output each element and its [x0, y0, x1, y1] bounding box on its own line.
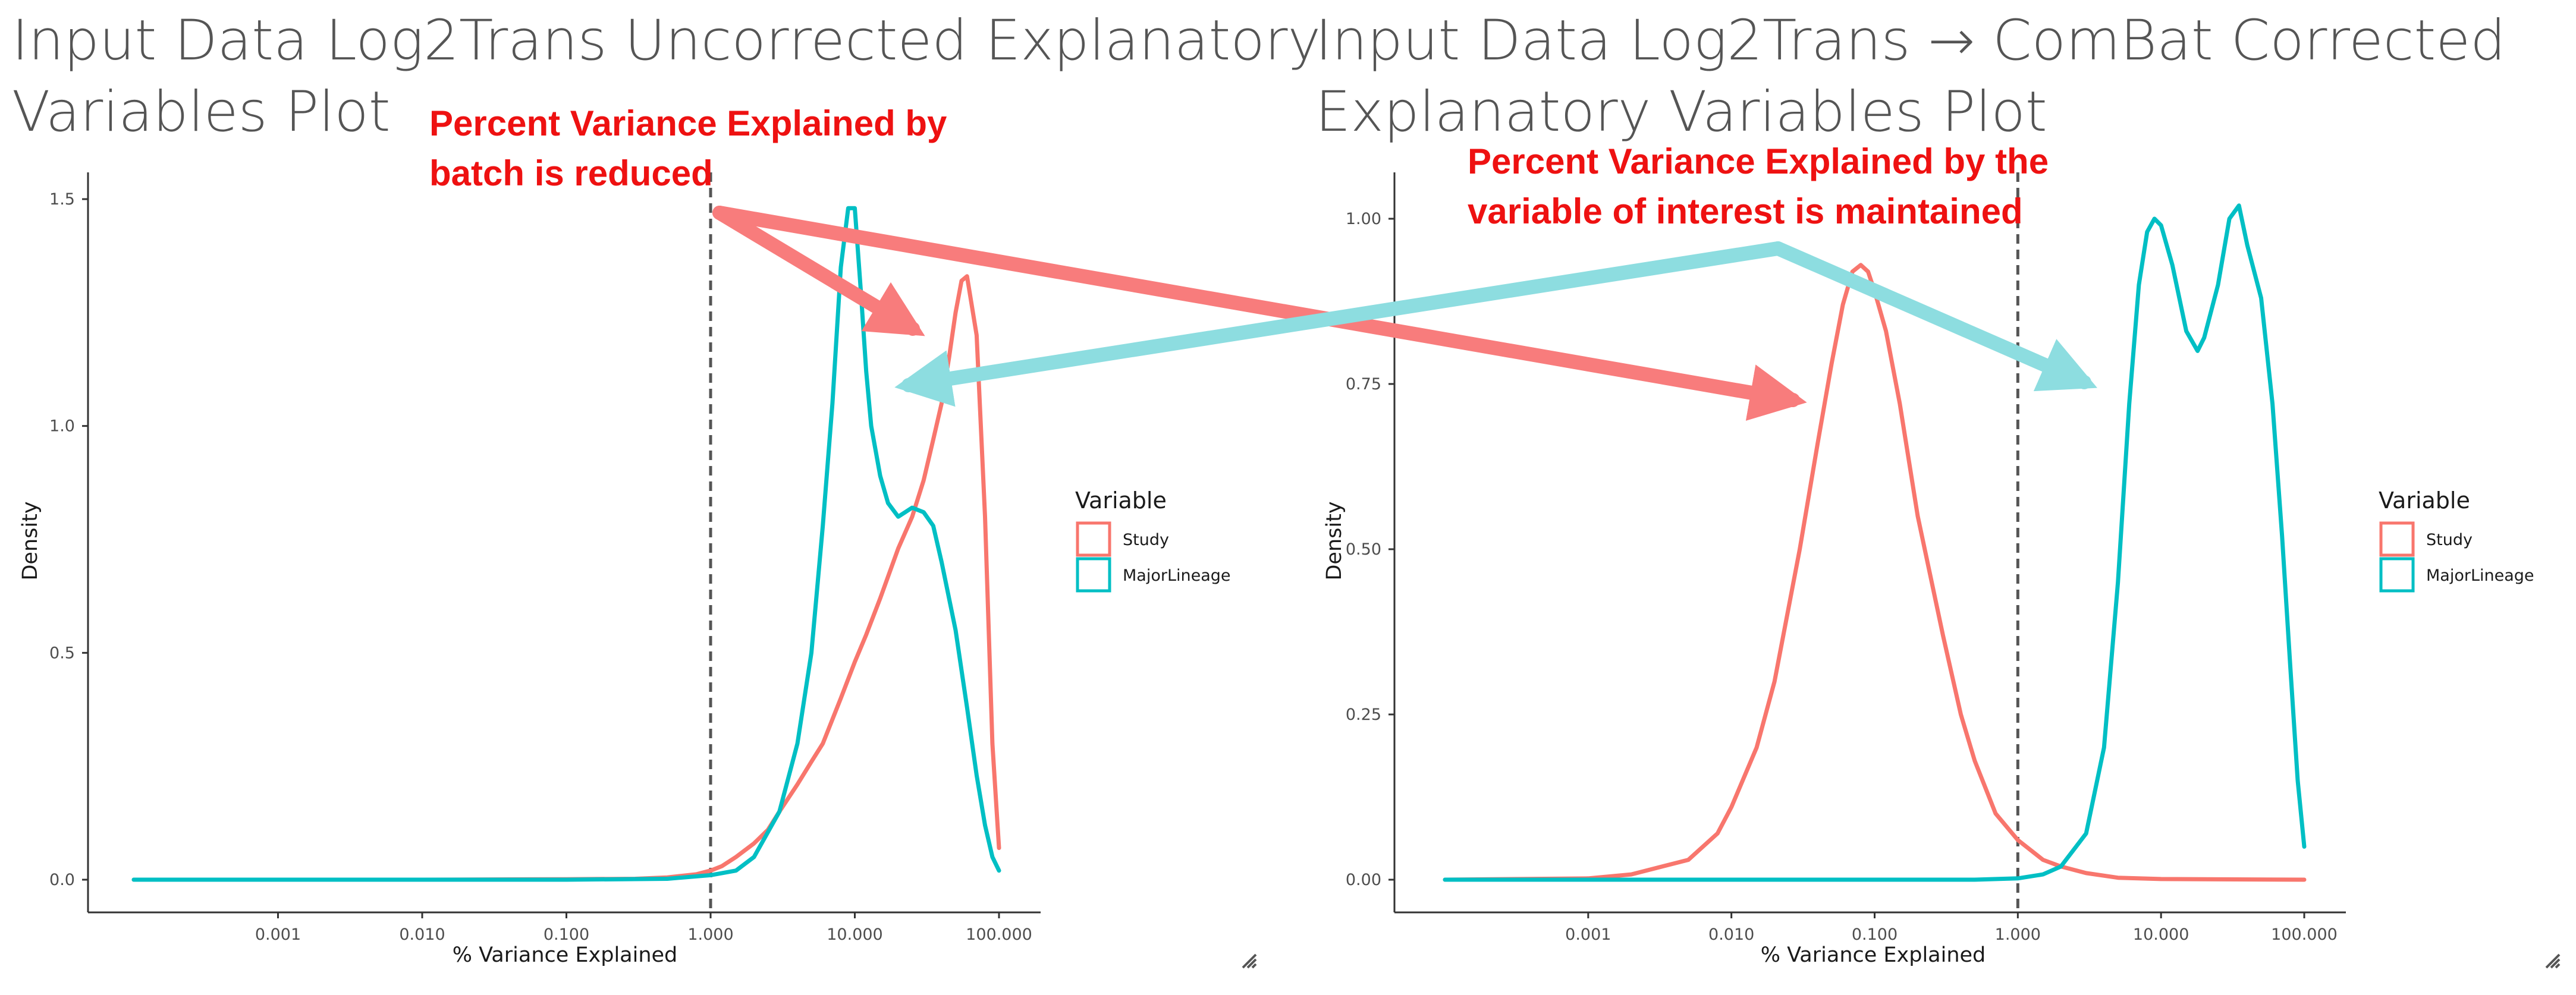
- legend-key-major-lineage: [2379, 557, 2415, 593]
- y-tick-label: 0.5: [49, 644, 75, 662]
- x-tick-label: 1.000: [1995, 925, 2041, 944]
- panel-combat-corrected: Input Data Log2Trans → ComBat Corrected …: [1315, 8, 2561, 969]
- annotation-line-2: variable of interest is maintained: [1468, 191, 2023, 231]
- arrow-interest-to-right-lineage: [1771, 241, 2097, 392]
- panel-title-line-2: Explanatory Variables Plot: [1315, 80, 2047, 144]
- legend-label-study: Study: [2426, 531, 2473, 549]
- density-curve-majorlineage: [131, 206, 1001, 882]
- legend: Variable Study MajorLineage: [1075, 487, 1231, 593]
- panel-uncorrected: Input Data Log2Trans Uncorrected Explana…: [12, 8, 1321, 969]
- density-curve-majorlineage: [1443, 203, 2307, 882]
- resize-grip-icon[interactable]: [1242, 953, 1257, 969]
- panel-title-line-1: Input Data Log2Trans → ComBat Corrected: [1315, 8, 2506, 73]
- legend-title: Variable: [2379, 487, 2470, 514]
- legend-key-study: [1076, 521, 1111, 557]
- x-tick-label: 0.010: [1708, 925, 1754, 944]
- density-plot-corrected: 0.00 0.25 0.50 0.75 1.00 0.001 0.010 0.100 1.000…: [1346, 172, 2346, 944]
- resize-grip-icon[interactable]: [2545, 953, 2561, 969]
- density-curve-study: [131, 274, 1001, 882]
- y-tick-label: 0.0: [49, 871, 75, 889]
- legend-key-major-lineage: [1076, 557, 1111, 593]
- x-tick-label: 100.000: [2271, 925, 2338, 944]
- y-tick-label: 0.50: [1346, 540, 1381, 559]
- density-plot-uncorrected: 0.0 0.5 1.0 1.5 0.001 0.010 0.100 1.000 10.000 10…: [49, 172, 1041, 944]
- arrow-interest-to-left-lineage: [894, 241, 1785, 407]
- x-tick-label: 0.100: [1852, 925, 1898, 944]
- y-tick-label: 1.5: [49, 190, 75, 209]
- arrow-batch-to-right-study: [712, 206, 1807, 421]
- x-tick-label: 0.100: [544, 925, 589, 944]
- legend-key-study: [2379, 521, 2415, 557]
- x-tick-label: 0.001: [1565, 925, 1611, 944]
- y-axis-title: Density: [18, 501, 42, 580]
- x-tick-label: 0.001: [255, 925, 301, 944]
- y-tick-label: 1.00: [1346, 210, 1381, 228]
- annotation-line-1: Percent Variance Explained by the: [1468, 141, 2049, 181]
- y-tick-label: 0.25: [1346, 706, 1381, 724]
- y-tick-label: 0.75: [1346, 375, 1381, 393]
- annotation-batch-reduced: Percent Variance Explained by batch is r…: [429, 103, 947, 193]
- legend-label-major-lineage: MajorLineage: [2426, 566, 2534, 585]
- x-tick-label: 10.000: [2133, 925, 2189, 944]
- annotation-arrows: [712, 206, 2097, 421]
- legend-label-major-lineage: MajorLineage: [1123, 566, 1231, 585]
- x-axis-title: % Variance Explained: [453, 943, 678, 967]
- x-tick-label: 0.010: [399, 925, 445, 944]
- legend-label-study: Study: [1123, 531, 1169, 549]
- panel-title-line-2: Variables Plot: [12, 80, 391, 144]
- arrow-batch-to-left-study: [712, 206, 925, 336]
- panel-title-line-1: Input Data Log2Trans Uncorrected Explana…: [12, 8, 1321, 73]
- y-tick-label: 0.00: [1346, 871, 1381, 889]
- x-tick-label: 100.000: [966, 925, 1032, 944]
- y-axis-title: Density: [1322, 501, 1346, 580]
- annotation-line-1: Percent Variance Explained by: [429, 103, 947, 143]
- y-tick-label: 1.0: [49, 417, 75, 436]
- x-tick-label: 1.000: [687, 925, 733, 944]
- annotation-line-2: batch is reduced: [429, 153, 713, 193]
- x-axis-title: % Variance Explained: [1761, 943, 1986, 967]
- x-tick-label: 10.000: [827, 925, 882, 944]
- annotation-interest-maintained: Percent Variance Explained by the variab…: [1468, 141, 2049, 231]
- legend: Variable Study MajorLineage: [2379, 487, 2534, 593]
- legend-title: Variable: [1075, 487, 1167, 514]
